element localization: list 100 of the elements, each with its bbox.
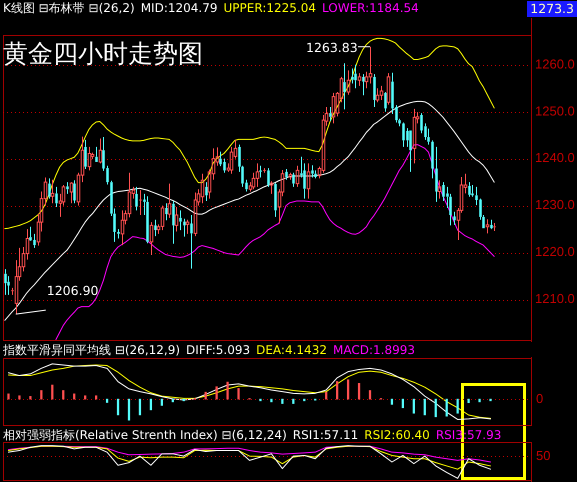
candlestick — [380, 85, 384, 100]
candlestick — [154, 219, 157, 237]
bar — [412, 398, 415, 414]
y-tick-label: 1220.0 — [535, 244, 575, 260]
candlestick — [50, 179, 54, 204]
candlestick — [384, 91, 387, 112]
bar — [424, 398, 426, 416]
candlestick — [420, 112, 423, 134]
candlestick — [259, 165, 262, 178]
candlestick — [194, 192, 198, 237]
candlestick — [402, 122, 405, 148]
candlestick — [174, 206, 178, 232]
series-label: RSI2:60.40 — [364, 428, 430, 442]
annotation: 1263.83 — [306, 40, 358, 55]
candlestick — [435, 146, 438, 202]
candlestick — [70, 182, 74, 204]
bar — [160, 398, 163, 406]
bar — [336, 381, 338, 400]
bar — [62, 390, 64, 400]
bar — [292, 398, 294, 404]
bar — [456, 398, 459, 414]
candlestick — [471, 184, 474, 198]
bar — [204, 392, 207, 400]
text: MID:1204.79 — [140, 1, 218, 15]
candlestick — [453, 211, 456, 226]
candlestick — [139, 190, 142, 216]
candlestick — [409, 130, 412, 172]
annotation: 1206.90 — [46, 283, 98, 298]
candlestick — [468, 182, 471, 198]
candlestick — [329, 106, 332, 122]
text: UPPER:1225.04 — [224, 1, 316, 15]
candlestick — [354, 64, 357, 89]
candlestick — [285, 168, 288, 180]
candlestick — [172, 200, 175, 244]
candlestick — [186, 219, 190, 234]
candlestick — [150, 222, 154, 256]
y-tick-label: 1210.0 — [535, 291, 575, 306]
candlestick — [33, 233, 36, 248]
candlestick — [73, 180, 76, 204]
text: DEA:4.1432 — [256, 343, 327, 357]
candlestick — [4, 268, 7, 296]
bar — [84, 395, 86, 400]
candlestick — [66, 182, 69, 194]
candlestick — [412, 108, 416, 164]
text: MACD:1.8993 — [333, 343, 416, 357]
candlestick — [292, 172, 295, 188]
bar — [434, 398, 437, 418]
candlestick — [165, 202, 168, 221]
bar — [40, 390, 42, 400]
candlestick — [55, 186, 58, 208]
chart-title: 指数平滑异同平均线 ⊟(26,12,9) — [3, 343, 180, 357]
candlestick — [486, 218, 490, 234]
y-tick-label: 1250.0 — [535, 103, 575, 118]
bar — [7, 394, 10, 400]
candlestick — [431, 140, 434, 179]
candlestick — [358, 72, 362, 86]
bar — [303, 398, 306, 402]
bar — [182, 398, 185, 402]
candlestick — [296, 165, 300, 188]
bar — [216, 386, 218, 400]
candlestick — [256, 162, 260, 188]
candlestick — [95, 146, 98, 162]
text: 50 — [536, 448, 550, 464]
candlestick — [376, 88, 380, 103]
bar — [29, 396, 32, 400]
y-tick-label: 1230.0 — [535, 197, 575, 212]
y-tick-label: 1240.0 — [535, 150, 575, 166]
candlestick — [84, 139, 87, 170]
candlestick — [48, 178, 51, 200]
candlestick — [351, 68, 354, 84]
candlestick — [200, 173, 204, 204]
candlestick — [270, 180, 274, 194]
candlestick — [205, 182, 208, 202]
candlestick — [490, 219, 493, 230]
candlestick — [442, 182, 445, 202]
candlestick — [332, 92, 336, 124]
candlestick — [120, 210, 124, 246]
candlestick — [98, 138, 102, 164]
chart-title: 相对强弱指标(Relative Strenth Index) ⊟(6,12,24) — [3, 428, 287, 442]
candlestick — [263, 168, 266, 174]
bar — [325, 392, 328, 400]
candlestick — [362, 74, 365, 96]
candlestick — [179, 210, 182, 231]
candlestick — [219, 151, 222, 167]
candlestick — [267, 168, 270, 188]
candlestick — [346, 70, 350, 96]
candlestick — [135, 186, 138, 211]
candlestick — [311, 164, 314, 178]
candlestick — [190, 214, 193, 270]
candlestick — [306, 162, 310, 200]
bar — [281, 398, 284, 404]
chart-subtitle: K线图 ⊟布林带 ⊟(26,2) — [3, 1, 135, 15]
text: LOWER:1184.54 — [322, 1, 419, 15]
candlestick — [183, 218, 186, 238]
candlestick — [343, 62, 346, 110]
candlestick — [406, 128, 409, 148]
bar — [94, 395, 98, 400]
candlestick — [223, 158, 226, 174]
bar — [368, 390, 372, 400]
text: 1273.3 — [527, 1, 577, 17]
